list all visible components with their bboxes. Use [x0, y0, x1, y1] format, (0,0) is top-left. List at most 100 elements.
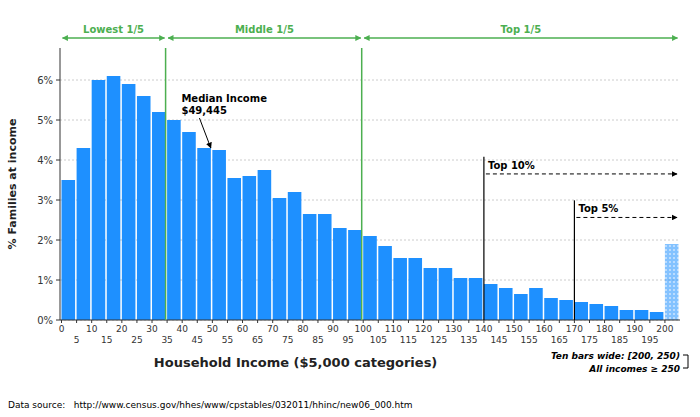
x-tick-label: 165	[551, 335, 568, 345]
x-tick-label: 180	[596, 324, 613, 334]
x-tick-label: 15	[101, 335, 112, 345]
y-tick-label: 5%	[37, 115, 53, 126]
chart: 0%1%2%3%4%5%6%05101520253035404550556065…	[0, 0, 700, 417]
x-tick	[302, 320, 303, 323]
bar	[499, 288, 513, 320]
x-tick	[589, 320, 590, 323]
x-tick	[152, 320, 153, 323]
x-tick-label: 135	[460, 335, 477, 345]
marker-label: Top 5%	[578, 203, 618, 214]
bar	[424, 268, 438, 320]
x-tick-label: 20	[116, 324, 128, 334]
x-tick-label: 120	[415, 324, 432, 334]
x-tick-label: 10	[86, 324, 98, 334]
y-tick	[56, 120, 60, 121]
bracket-label: Top 1/5	[501, 24, 542, 35]
x-tick-label: 45	[192, 335, 203, 345]
bar	[62, 180, 76, 320]
bar	[318, 214, 332, 320]
x-tick-label: 0	[59, 324, 65, 334]
bracket-boundary	[361, 48, 363, 320]
note-bracket	[683, 355, 688, 368]
note: All incomes ≥ 250	[588, 364, 680, 374]
bar	[92, 80, 106, 320]
x-tick	[317, 320, 318, 323]
y-axis-label: % Families at income	[6, 119, 19, 250]
bar	[212, 150, 226, 320]
bracket-arrow	[168, 37, 361, 38]
bar	[258, 170, 272, 320]
x-tick-label: 5	[74, 335, 80, 345]
x-tick	[333, 320, 334, 323]
y-tick-label: 3%	[37, 195, 53, 206]
x-tick	[423, 320, 424, 323]
x-tick	[121, 320, 122, 323]
x-tick-label: 35	[161, 335, 172, 345]
x-tick-label: 55	[222, 335, 233, 345]
x-tick	[212, 320, 213, 323]
bar	[77, 148, 91, 320]
bar	[167, 120, 181, 320]
x-tick	[468, 320, 469, 323]
x-tick-label: 85	[312, 335, 323, 345]
y-tick	[56, 320, 60, 321]
x-tick	[619, 320, 620, 323]
x-tick	[649, 320, 650, 323]
bar	[288, 192, 302, 320]
marker-label: Top 10%	[488, 160, 535, 171]
x-tick-label: 200	[656, 324, 673, 334]
bar	[620, 310, 634, 320]
x-tick-label: 145	[490, 335, 507, 345]
footnote: Data source: http://www.census.gov/hhes/…	[8, 400, 412, 410]
x-tick-label: 150	[505, 324, 522, 334]
x-tick	[136, 320, 137, 323]
bar	[559, 300, 573, 320]
bar	[303, 214, 317, 320]
x-tick-label: 125	[430, 335, 447, 345]
bar	[227, 178, 241, 320]
median-label-line: $49,445	[181, 105, 227, 116]
x-tick-label: 155	[521, 335, 538, 345]
x-tick	[514, 320, 515, 323]
bar	[514, 294, 528, 320]
x-tick	[483, 320, 484, 323]
x-tick-label: 140	[475, 324, 492, 334]
x-tick	[91, 320, 92, 323]
grid	[60, 80, 680, 320]
x-tick-label: 80	[297, 324, 309, 334]
y-tick-label: 4%	[37, 155, 53, 166]
bar	[363, 236, 377, 320]
bar	[107, 76, 121, 320]
x-tick-label: 115	[400, 335, 417, 345]
x-tick	[529, 320, 530, 323]
x-tick-label: 75	[282, 335, 293, 345]
x-tick-label: 40	[176, 324, 188, 334]
bar	[635, 310, 649, 320]
x-tick	[76, 320, 77, 323]
bracket-arrow	[63, 37, 165, 38]
bar	[484, 284, 498, 320]
x-tick	[197, 320, 198, 323]
marker-arrow	[576, 217, 677, 218]
bracket-label: Middle 1/5	[235, 24, 294, 35]
bar	[665, 244, 679, 320]
y-tick-label: 2%	[37, 235, 53, 246]
bar	[529, 288, 543, 320]
x-tick-label: 110	[385, 324, 402, 334]
bracket-arrow	[364, 37, 677, 38]
x-tick	[453, 320, 454, 323]
x-tick-label: 90	[327, 324, 339, 334]
bar	[589, 304, 603, 320]
x-tick	[393, 320, 394, 323]
y-tick-label: 6%	[37, 75, 53, 86]
x-tick	[604, 320, 605, 323]
x-tick	[272, 320, 273, 323]
bar	[152, 112, 166, 320]
marker-line	[483, 157, 484, 320]
y-tick	[56, 200, 60, 201]
bar	[243, 176, 257, 320]
x-tick	[378, 320, 379, 323]
x-tick-label: 190	[626, 324, 643, 334]
annotations: Lowest 1/5Middle 1/5Top 1/5Median Income…	[63, 24, 678, 320]
bar	[408, 258, 422, 320]
